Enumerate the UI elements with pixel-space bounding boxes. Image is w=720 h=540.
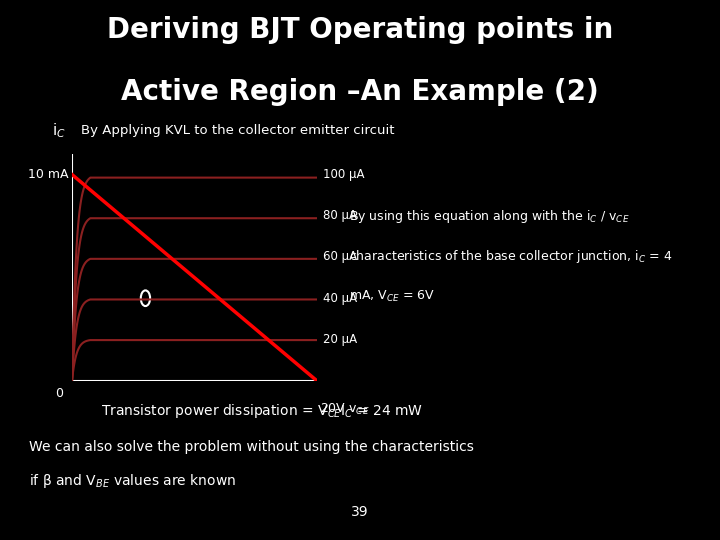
Text: mA, V$_{CE}$ = 6V: mA, V$_{CE}$ = 6V — [349, 289, 436, 304]
Text: 80 μA: 80 μA — [323, 210, 356, 222]
Text: 10 mA: 10 mA — [28, 168, 68, 181]
Text: 39: 39 — [351, 505, 369, 519]
Text: 100 μA: 100 μA — [323, 168, 364, 181]
Text: characteristics of the base collector junction, i$_C$ = 4: characteristics of the base collector ju… — [349, 248, 672, 265]
Text: Active Region –An Example (2): Active Region –An Example (2) — [121, 78, 599, 106]
Text: Deriving BJT Operating points in: Deriving BJT Operating points in — [107, 16, 613, 44]
Text: 0: 0 — [55, 387, 63, 400]
Text: By Applying KVL to the collector emitter circuit: By Applying KVL to the collector emitter… — [81, 124, 395, 137]
Text: if β and V$_{BE}$ values are known: if β and V$_{BE}$ values are known — [29, 472, 236, 490]
Text: 20V v$_{CE}$: 20V v$_{CE}$ — [320, 402, 370, 417]
Text: We can also solve the problem without using the characteristics: We can also solve the problem without us… — [29, 440, 474, 454]
Text: 60 μA: 60 μA — [323, 251, 356, 264]
Text: i$_C$: i$_C$ — [52, 122, 66, 140]
Text: 40 μA: 40 μA — [323, 292, 356, 305]
Text: Transistor power dissipation = V$_{CE}$I$_C$ = 24 mW: Transistor power dissipation = V$_{CE}$I… — [101, 402, 423, 420]
Text: 20 μA: 20 μA — [323, 333, 356, 346]
Text: By using this equation along with the i$_C$ / v$_{CE}$: By using this equation along with the i$… — [349, 208, 630, 225]
